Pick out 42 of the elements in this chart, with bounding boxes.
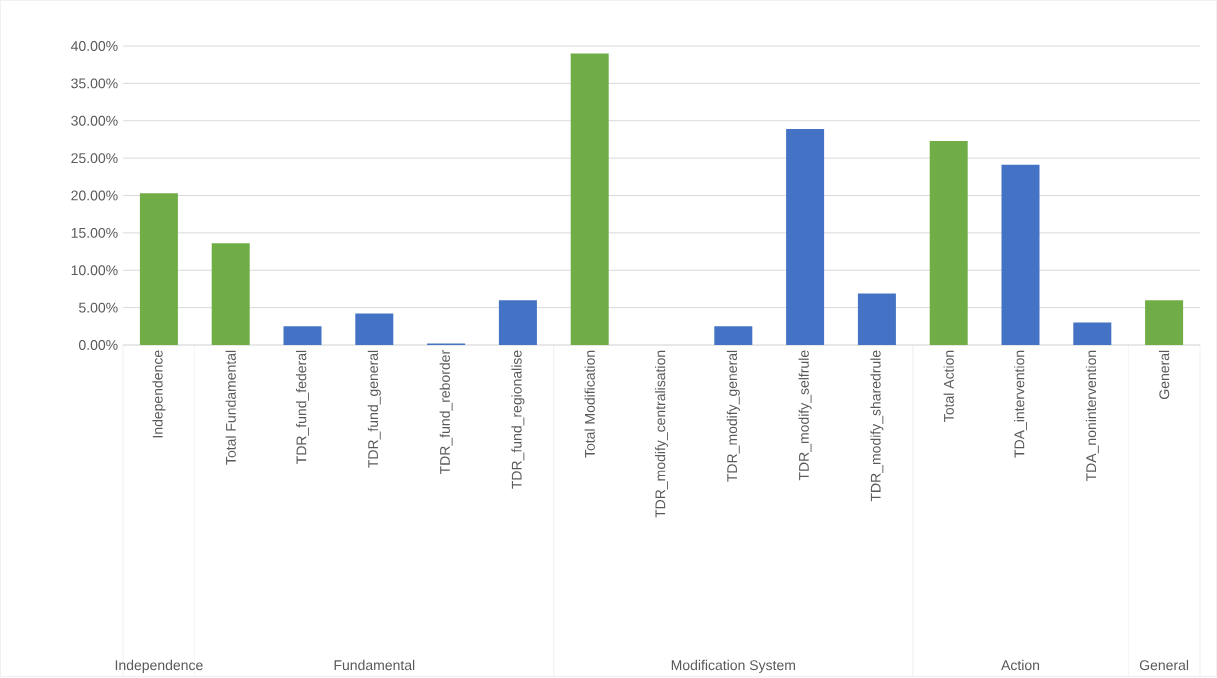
x-tick-label: TDR_modify_sharedrule: [870, 350, 884, 502]
bar: [139, 193, 178, 346]
bar: [929, 141, 968, 346]
bar: [714, 326, 753, 346]
bar: [1073, 322, 1112, 346]
bar: [786, 129, 825, 346]
x-tick-label: TDR_fund_regionalise: [511, 350, 525, 490]
y-tick-label: 30.00%: [71, 116, 118, 126]
x-tick-label: Total Fundamental: [225, 351, 236, 465]
y-tick-label: 5.00%: [79, 302, 118, 313]
text: Action: [1001, 660, 1040, 671]
y-tick-label: 35.00%: [71, 78, 118, 89]
y-tick-label: 20.00%: [71, 190, 118, 201]
text: Modification System: [671, 660, 795, 674]
y-tick-label: 40.00%: [70, 41, 118, 52]
bar: [498, 300, 537, 346]
x-tick-label: Total Modification: [584, 351, 595, 458]
x-tick-label: TDA_intervention: [1014, 351, 1027, 458]
y-tick-label: 15.00%: [71, 228, 118, 239]
bar: [857, 293, 896, 346]
text: General: [1139, 660, 1189, 671]
bar: [1001, 165, 1040, 346]
x-tick-label: Independence: [152, 350, 166, 438]
x-tick-label: Total Action: [943, 351, 954, 423]
x-tick-label: TDR_fund_federal: [296, 351, 309, 465]
x-tick-label: TDR_fund_general: [367, 351, 381, 469]
x-tick-label: TDR_modify_general: [726, 351, 740, 483]
bar: [570, 53, 609, 346]
y-tick-label: 25.00%: [71, 153, 118, 164]
x-tick-label: TDA_nonintervention: [1085, 351, 1099, 482]
x-tick-label: TDR_fund_reborder: [439, 350, 453, 475]
x-tick-label: TDR_modify_selfrule: [798, 350, 812, 481]
text: Independence: [115, 660, 203, 674]
bar: [211, 243, 250, 346]
bar: [283, 326, 322, 346]
text: Fundamental: [334, 660, 415, 671]
x-tick-label: General: [1158, 351, 1170, 400]
y-tick-label: 0.00%: [78, 340, 118, 351]
bar: [355, 313, 394, 346]
bar: [1145, 300, 1184, 346]
x-tick-label: TDR_modify_centralisation: [654, 351, 669, 518]
y-tick-label: 10.00%: [71, 265, 118, 276]
